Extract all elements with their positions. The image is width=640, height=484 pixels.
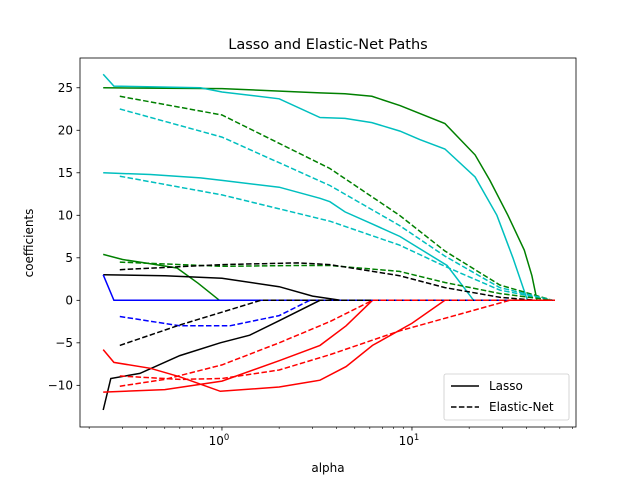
series-line-lasso-0 bbox=[103, 87, 555, 302]
series-line-lasso-7 bbox=[102, 299, 555, 393]
plot-frame bbox=[79, 57, 577, 428]
y-tick-label: 25 bbox=[58, 81, 73, 95]
series-line-elastic-net-9 bbox=[119, 95, 553, 302]
x-axis-label: alpha bbox=[311, 461, 344, 475]
y-tick-label: 10 bbox=[58, 208, 73, 222]
series-line-elastic-net-11 bbox=[119, 175, 553, 302]
series-line-lasso-8 bbox=[103, 299, 555, 393]
series-line-elastic-net-16 bbox=[119, 299, 553, 381]
y-tick-label: 15 bbox=[58, 166, 73, 180]
y-tick-label: −5 bbox=[55, 336, 73, 350]
series-line-lasso-6 bbox=[102, 299, 555, 411]
y-tick-label: 5 bbox=[65, 251, 73, 265]
series-line-elastic-net-14 bbox=[119, 299, 553, 327]
series-line-elastic-net-12 bbox=[119, 261, 553, 302]
y-axis-label: coefficients bbox=[22, 209, 36, 278]
series-line-elastic-net-10 bbox=[119, 108, 553, 302]
chart-title: Lasso and Elastic-Net Paths bbox=[228, 37, 427, 53]
y-tick-label: 0 bbox=[65, 293, 73, 307]
series-line-elastic-net-13 bbox=[119, 262, 553, 302]
legend-label-elastic-net: Elastic-Net bbox=[489, 400, 554, 414]
y-tick-label: 20 bbox=[58, 123, 73, 137]
series-group bbox=[102, 73, 555, 411]
legend: Lasso Elastic-Net bbox=[443, 373, 570, 421]
series-line-lasso-2 bbox=[103, 172, 555, 302]
series-line-elastic-net-15 bbox=[119, 299, 553, 347]
legend-label-lasso: Lasso bbox=[489, 379, 523, 393]
series-line-lasso-1 bbox=[102, 73, 555, 302]
y-tick-label: −10 bbox=[48, 378, 73, 392]
